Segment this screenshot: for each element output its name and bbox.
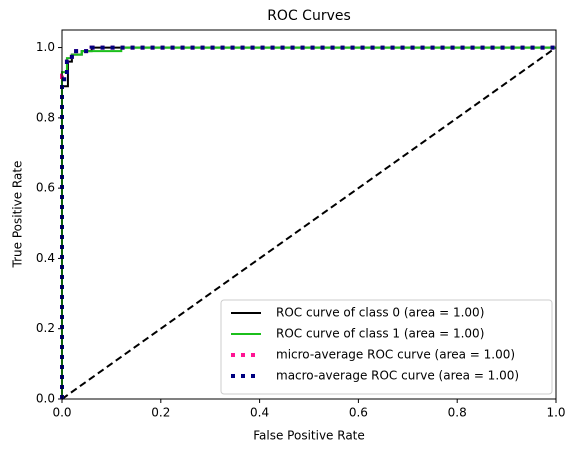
y-tick-label: 0.2 [36, 321, 55, 335]
y-tick-label: 0.0 [36, 392, 55, 406]
plot-frame [61, 29, 557, 400]
x-tick-label: 0.4 [250, 406, 269, 420]
legend-label: ROC curve of class 1 (area = 1.00) [276, 327, 484, 341]
x-tick-label: 0.0 [52, 406, 71, 420]
reference-line [61, 46, 557, 400]
roc-line [60, 45, 556, 399]
y-tick-label: 0.6 [36, 181, 55, 195]
chart-title: ROC Curves [267, 8, 351, 24]
x-tick-label: 0.2 [151, 406, 170, 420]
y-tick-label: 0.8 [36, 110, 55, 124]
y-tick-label: 1.0 [36, 40, 55, 54]
x-axis-label: False Positive Rate [253, 429, 365, 443]
legend-label: macro-average ROC curve (area = 1.00) [276, 369, 519, 383]
legend-box [220, 299, 553, 395]
legend-label: ROC curve of class 0 (area = 1.00) [276, 306, 484, 320]
x-tick-label: 0.6 [349, 406, 368, 420]
legend-label: micro-average ROC curve (area = 1.00) [276, 348, 515, 362]
x-tick-label: 0.8 [448, 406, 467, 420]
y-tick-label: 0.4 [36, 251, 55, 265]
y-axis-label: True Positive Rate [11, 161, 25, 269]
x-tick-label: 1.0 [546, 406, 565, 420]
